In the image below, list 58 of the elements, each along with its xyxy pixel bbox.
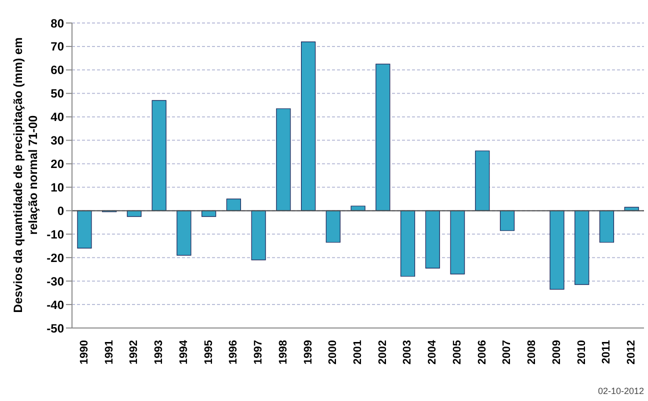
x-tick-label: 2010 — [576, 340, 588, 364]
x-tick-label: 1997 — [252, 340, 265, 364]
x-tick-label: 2005 — [451, 340, 464, 364]
x-tick-label: 2012 — [626, 340, 638, 364]
x-tick-label: 2004 — [426, 339, 439, 364]
y-tick-label: 60 — [50, 63, 64, 78]
text: 02-10-2012 — [598, 386, 644, 396]
bar — [450, 210, 465, 274]
x-tick-label: 1999 — [302, 340, 314, 364]
bar — [326, 210, 340, 243]
bar — [400, 210, 416, 277]
bar — [251, 210, 266, 260]
bar — [599, 210, 614, 243]
bar — [126, 210, 142, 217]
bar — [574, 210, 590, 285]
x-tick-label: 2011 — [600, 340, 613, 364]
x-tick-label: 2006 — [476, 340, 488, 364]
y-tick-label: 10 — [50, 180, 64, 194]
bar — [376, 64, 390, 211]
y-tick-label: -20 — [46, 250, 64, 265]
x-tick-label: 2001 — [352, 340, 364, 364]
y-tick-label: 20 — [50, 157, 64, 172]
x-tick-label: 2007 — [501, 340, 514, 364]
x-tick-label: 1990 — [78, 340, 90, 364]
x-tick-label: 1995 — [202, 340, 215, 364]
y-tick-label: 70 — [50, 40, 64, 54]
bar — [475, 150, 490, 211]
bar — [300, 41, 316, 211]
bar — [176, 210, 192, 256]
x-tick-label: 2002 — [376, 340, 389, 364]
x-tick-label: 2008 — [526, 340, 538, 364]
y-tick-label: 80 — [50, 16, 64, 30]
bar — [550, 210, 564, 290]
bar — [226, 198, 241, 211]
y-tick-label: 40 — [50, 110, 64, 124]
bar — [500, 210, 515, 231]
bar — [202, 210, 216, 217]
x-tick-label: 1998 — [277, 340, 290, 364]
y-tick-label: -30 — [46, 274, 64, 288]
y-tick-label: 50 — [50, 86, 64, 101]
y-tick-label: -10 — [46, 227, 64, 242]
x-tick-label: 1996 — [228, 340, 240, 364]
y-tick-label: 30 — [50, 134, 64, 148]
x-tick-label: 1992 — [128, 340, 140, 364]
x-tick-label: 2009 — [550, 340, 563, 364]
x-tick-label: 1994 — [178, 339, 190, 364]
x-tick-label: 1993 — [153, 340, 166, 364]
y-tick-label: -40 — [46, 298, 64, 312]
bar — [77, 210, 92, 249]
x-tick-label: 2003 — [402, 340, 414, 364]
y-axis-title: Desvios da quantidade de precipitação (mm) em relação normal 71-00 — [11, 36, 41, 315]
bar — [425, 210, 440, 268]
bar — [152, 100, 166, 211]
y-tick-label: -50 — [46, 321, 64, 336]
x-tick-label: 1991 — [103, 340, 116, 364]
x-tick-label: 2000 — [327, 340, 340, 364]
bar — [276, 108, 291, 211]
y-tick-label: 0 — [57, 204, 64, 218]
